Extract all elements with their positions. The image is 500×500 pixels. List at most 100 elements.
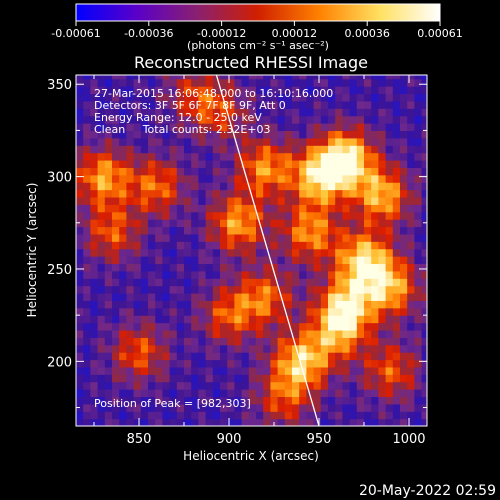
heatmap-cell	[263, 78, 271, 87]
heatmap-cell	[241, 100, 250, 109]
heatmap-cell	[313, 241, 322, 250]
heatmap-cell	[198, 396, 207, 405]
heatmap-cell	[335, 130, 343, 139]
heatmap-cell	[356, 108, 365, 117]
heatmap-cell	[126, 270, 135, 279]
heatmap-cell	[320, 174, 329, 183]
heatmap-cell	[414, 233, 423, 242]
heatmap-cell	[191, 75, 199, 80]
heatmap-cell	[299, 396, 307, 405]
heatmap-cell	[212, 403, 221, 412]
heatmap-cell	[392, 75, 401, 80]
heatmap-cell	[306, 285, 315, 294]
heatmap-cell	[83, 123, 91, 132]
heatmap-cell	[133, 167, 142, 176]
heatmap-cell	[191, 137, 199, 146]
heatmap-cell	[155, 204, 163, 213]
heatmap-cell	[119, 137, 127, 146]
heatmap-cell	[385, 403, 394, 412]
heatmap-cell	[227, 115, 235, 124]
heatmap-cell	[220, 307, 228, 316]
heatmap-cell	[407, 329, 415, 338]
heatmap-cell	[191, 389, 199, 398]
heatmap-cell	[83, 389, 91, 398]
heatmap-cell	[227, 285, 235, 294]
heatmap-cell	[284, 241, 293, 250]
heatmap-cell	[299, 278, 307, 287]
heatmap-cell	[371, 337, 379, 346]
heatmap-cell	[212, 329, 221, 338]
heatmap-cell	[378, 256, 387, 265]
heatmap-cell	[76, 344, 84, 353]
heatmap-cell	[378, 359, 387, 368]
heatmap-cell	[90, 344, 99, 353]
heatmap-cell	[220, 344, 228, 353]
heatmap-cell	[220, 337, 228, 346]
heatmap-cell	[299, 196, 307, 205]
heatmap-cell	[292, 145, 300, 154]
heatmap-cell	[284, 130, 293, 139]
heatmap-cell	[112, 78, 120, 87]
heatmap-cell	[191, 196, 199, 205]
heatmap-cell	[140, 123, 149, 132]
heatmap-cell	[212, 167, 221, 176]
heatmap-cell	[191, 256, 199, 265]
heatmap-cell	[248, 226, 257, 235]
heatmap-cell	[320, 366, 329, 375]
heatmap-cell	[184, 108, 192, 117]
heatmap-cell	[335, 315, 343, 324]
heatmap-cell	[162, 233, 171, 242]
heatmap-cell	[234, 93, 243, 102]
heatmap-cell	[76, 204, 84, 213]
heatmap-cell	[76, 374, 84, 383]
heatmap-cell	[191, 174, 199, 183]
heatmap-cell	[227, 108, 235, 117]
heatmap-cell	[126, 285, 135, 294]
heatmap-cell	[292, 219, 300, 228]
heatmap-cell	[364, 263, 372, 272]
annotation-peak-position: Position of Peak = [982,303]	[94, 397, 251, 410]
heatmap-cell	[97, 322, 106, 331]
heatmap-cell	[191, 226, 199, 235]
heatmap-cell	[320, 219, 329, 228]
heatmap-cell	[198, 359, 207, 368]
heatmap-cell	[385, 329, 394, 338]
heatmap-cell	[126, 278, 135, 287]
heatmap-cell	[414, 396, 423, 405]
heatmap-cell	[270, 396, 279, 405]
heatmap-cell	[349, 381, 358, 390]
heatmap-cell	[176, 226, 185, 235]
heatmap-cell	[392, 329, 401, 338]
heatmap-cell	[176, 389, 185, 398]
heatmap-cell	[328, 93, 336, 102]
heatmap-cell	[400, 182, 408, 191]
heatmap-cell	[83, 86, 91, 95]
heatmap-cell	[205, 78, 214, 87]
heatmap-cell	[306, 344, 315, 353]
heatmap-cell	[119, 152, 127, 161]
heatmap-cell	[97, 78, 106, 87]
heatmap-cell	[248, 329, 257, 338]
heatmap-cell	[104, 344, 113, 353]
heatmap-cell	[364, 108, 372, 117]
heatmap-cell	[299, 78, 307, 87]
heatmap-cell	[119, 108, 127, 117]
heatmap-cell	[414, 300, 423, 309]
heatmap-cell	[392, 381, 401, 390]
heatmap-cell	[227, 145, 235, 154]
chart-title: Reconstructed RHESSI Image	[134, 53, 368, 72]
heatmap-cell	[119, 182, 127, 191]
heatmap-cell	[248, 78, 257, 87]
heatmap-cell	[155, 189, 163, 198]
heatmap-cell	[335, 108, 343, 117]
heatmap-cell	[270, 137, 279, 146]
heatmap-cell	[378, 204, 387, 213]
heatmap-cell	[133, 248, 142, 257]
heatmap-cell	[299, 307, 307, 316]
heatmap-cell	[328, 233, 336, 242]
heatmap-cell	[198, 263, 207, 272]
heatmap-cell	[83, 352, 91, 361]
heatmap-cell	[414, 307, 423, 316]
heatmap-cell	[364, 233, 372, 242]
heatmap-cell	[421, 108, 427, 117]
